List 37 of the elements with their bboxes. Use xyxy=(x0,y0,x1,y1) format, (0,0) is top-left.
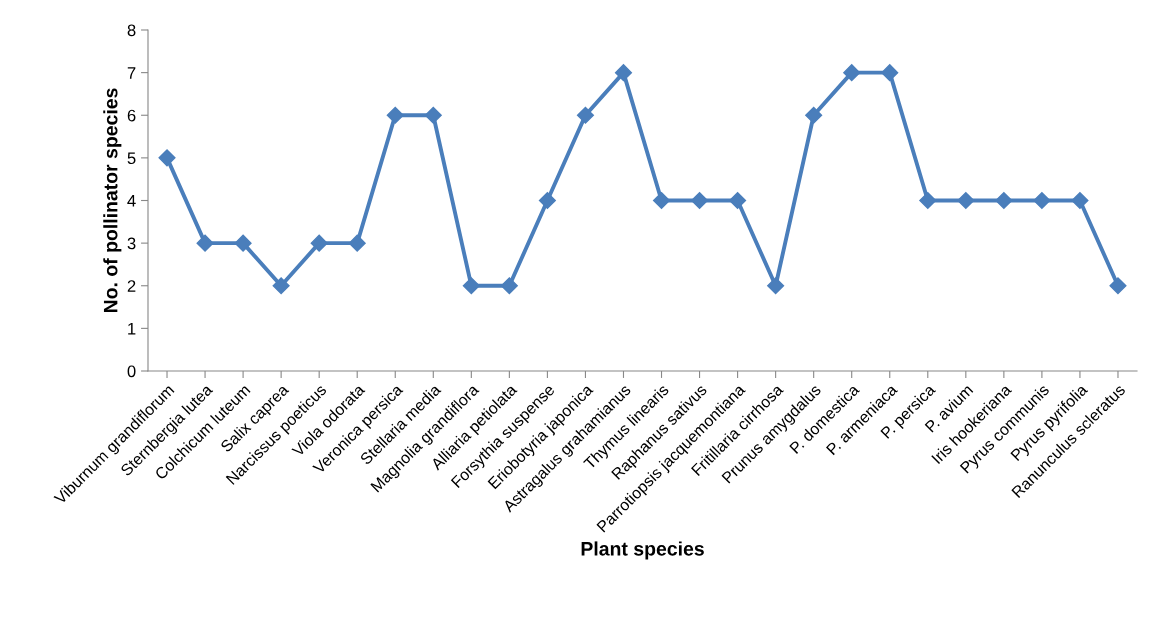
point xyxy=(805,106,823,124)
point xyxy=(348,234,366,252)
point xyxy=(1071,191,1089,210)
point xyxy=(691,191,709,210)
y-tick-label: 4 xyxy=(127,195,136,207)
y-tick-label: 5 xyxy=(127,152,136,165)
y-tick-label: 2 xyxy=(127,280,136,292)
point xyxy=(462,277,480,295)
point xyxy=(995,191,1013,210)
point xyxy=(424,106,442,124)
point xyxy=(500,277,518,295)
y-tick-label: 1 xyxy=(128,322,136,335)
point xyxy=(310,234,328,252)
point xyxy=(576,106,594,124)
point xyxy=(196,234,214,252)
y-tick-label: 0 xyxy=(127,365,136,378)
x-axis-title: Plant species xyxy=(581,541,704,560)
point xyxy=(1033,191,1051,210)
point xyxy=(729,191,747,210)
point xyxy=(1109,277,1127,295)
point xyxy=(272,277,290,295)
point xyxy=(957,191,975,210)
y-tick-label: 3 xyxy=(127,237,136,250)
y-tick-label: 8 xyxy=(127,24,136,37)
y-tick-label: 6 xyxy=(127,109,136,122)
point xyxy=(158,149,176,167)
point xyxy=(767,277,785,295)
y-axis-title: No. of pollinator species xyxy=(103,88,122,313)
point xyxy=(614,64,633,82)
point xyxy=(386,106,404,124)
point xyxy=(843,64,861,82)
point xyxy=(234,234,252,252)
point xyxy=(919,191,937,210)
point xyxy=(538,191,556,210)
point xyxy=(652,191,671,210)
y-tick-label: 7 xyxy=(127,67,136,79)
point xyxy=(881,64,899,82)
